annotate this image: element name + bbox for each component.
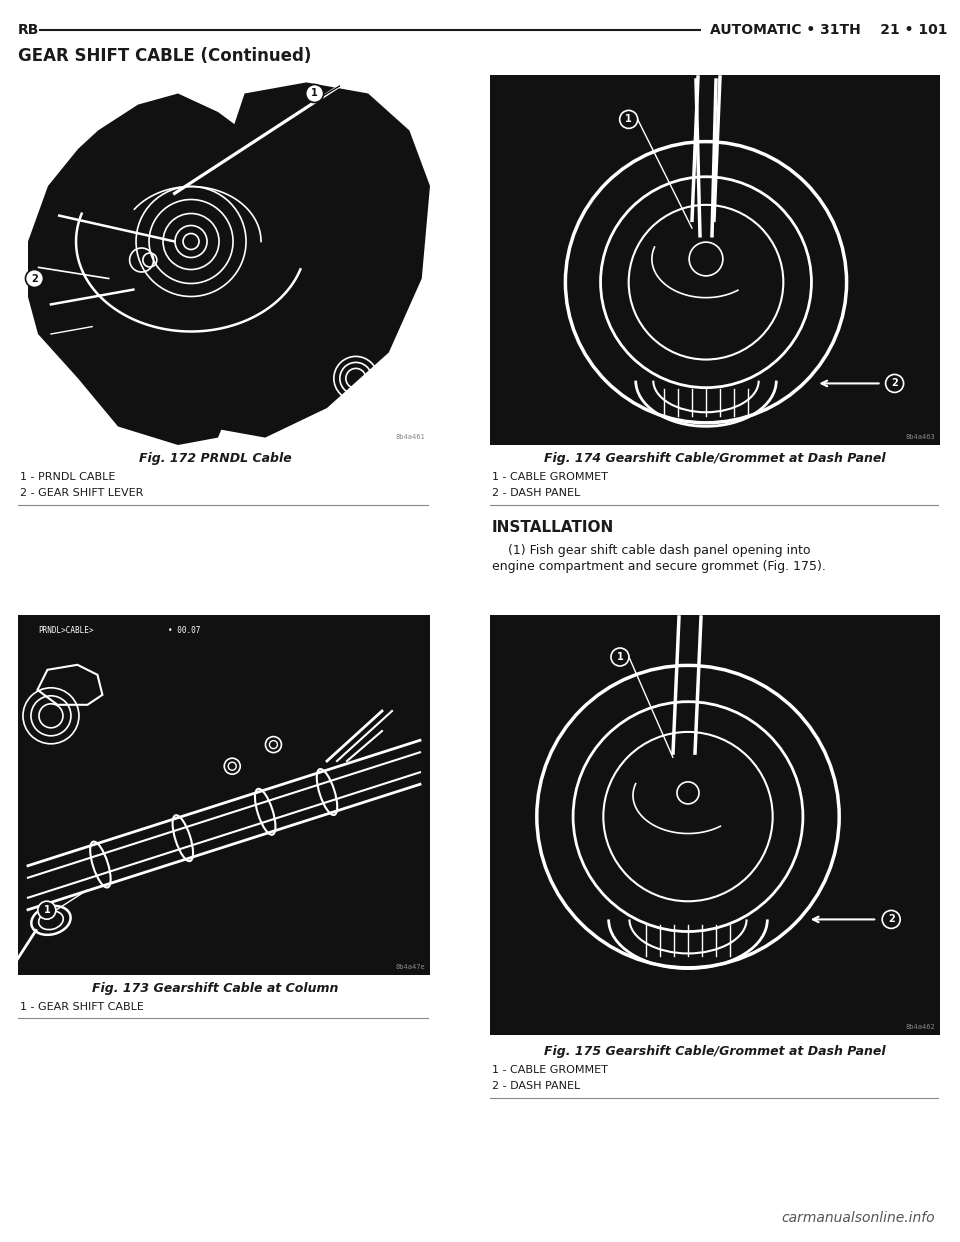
Text: 1: 1: [625, 114, 632, 124]
Circle shape: [619, 111, 637, 128]
Circle shape: [305, 84, 324, 103]
Text: 8b4a47e: 8b4a47e: [396, 964, 425, 970]
Text: 1 - GEAR SHIFT CABLE: 1 - GEAR SHIFT CABLE: [20, 1002, 144, 1012]
Text: AUTOMATIC • 31TH    21 • 101: AUTOMATIC • 31TH 21 • 101: [710, 24, 948, 37]
Text: 1: 1: [311, 88, 318, 98]
Polygon shape: [142, 82, 430, 437]
Bar: [18, 615, 430, 975]
Text: 2 - GEAR SHIFT LEVER: 2 - GEAR SHIFT LEVER: [20, 488, 143, 498]
Text: 1 - CABLE GROMMET: 1 - CABLE GROMMET: [492, 472, 608, 482]
Text: 1: 1: [616, 652, 623, 662]
Circle shape: [37, 902, 56, 919]
Text: 2: 2: [891, 379, 898, 389]
Text: 8b4a462: 8b4a462: [905, 1023, 935, 1030]
Text: Fig. 174 Gearshift Cable/Grommet at Dash Panel: Fig. 174 Gearshift Cable/Grommet at Dash…: [544, 452, 886, 465]
Text: 1 - PRNDL CABLE: 1 - PRNDL CABLE: [20, 472, 115, 482]
Text: 8b4a461: 8b4a461: [396, 433, 425, 440]
Text: Fig. 175 Gearshift Cable/Grommet at Dash Panel: Fig. 175 Gearshift Cable/Grommet at Dash…: [544, 1045, 886, 1058]
Circle shape: [26, 270, 43, 287]
Text: 2: 2: [31, 273, 37, 283]
Text: (1) Fish gear shift cable dash panel opening into: (1) Fish gear shift cable dash panel ope…: [492, 544, 810, 556]
Text: INSTALLATION: INSTALLATION: [492, 520, 614, 535]
Polygon shape: [28, 93, 278, 445]
Text: 1 - CABLE GROMMET: 1 - CABLE GROMMET: [492, 1064, 608, 1076]
Text: 8b4a463: 8b4a463: [905, 433, 935, 440]
Text: RB: RB: [18, 24, 39, 37]
Text: Fig. 173 Gearshift Cable at Column: Fig. 173 Gearshift Cable at Column: [92, 982, 338, 995]
Text: Fig. 172 PRNDL Cable: Fig. 172 PRNDL Cable: [138, 452, 292, 465]
Text: carmanualsonline.info: carmanualsonline.info: [781, 1211, 935, 1225]
Bar: [490, 75, 940, 445]
Circle shape: [885, 374, 903, 392]
Text: 2 - DASH PANEL: 2 - DASH PANEL: [492, 1081, 580, 1090]
Circle shape: [882, 910, 900, 929]
Text: 1: 1: [43, 905, 50, 915]
Bar: [490, 615, 940, 1035]
Text: engine compartment and secure grommet (Fig. 175).: engine compartment and secure grommet (F…: [492, 560, 826, 573]
Text: PRNDL>CABLE>: PRNDL>CABLE>: [38, 626, 93, 635]
Text: 2 - DASH PANEL: 2 - DASH PANEL: [492, 488, 580, 498]
Text: • 00.07: • 00.07: [168, 626, 201, 635]
Circle shape: [611, 648, 629, 666]
Text: GEAR SHIFT CABLE (Continued): GEAR SHIFT CABLE (Continued): [18, 47, 311, 65]
Text: 2: 2: [888, 914, 895, 924]
